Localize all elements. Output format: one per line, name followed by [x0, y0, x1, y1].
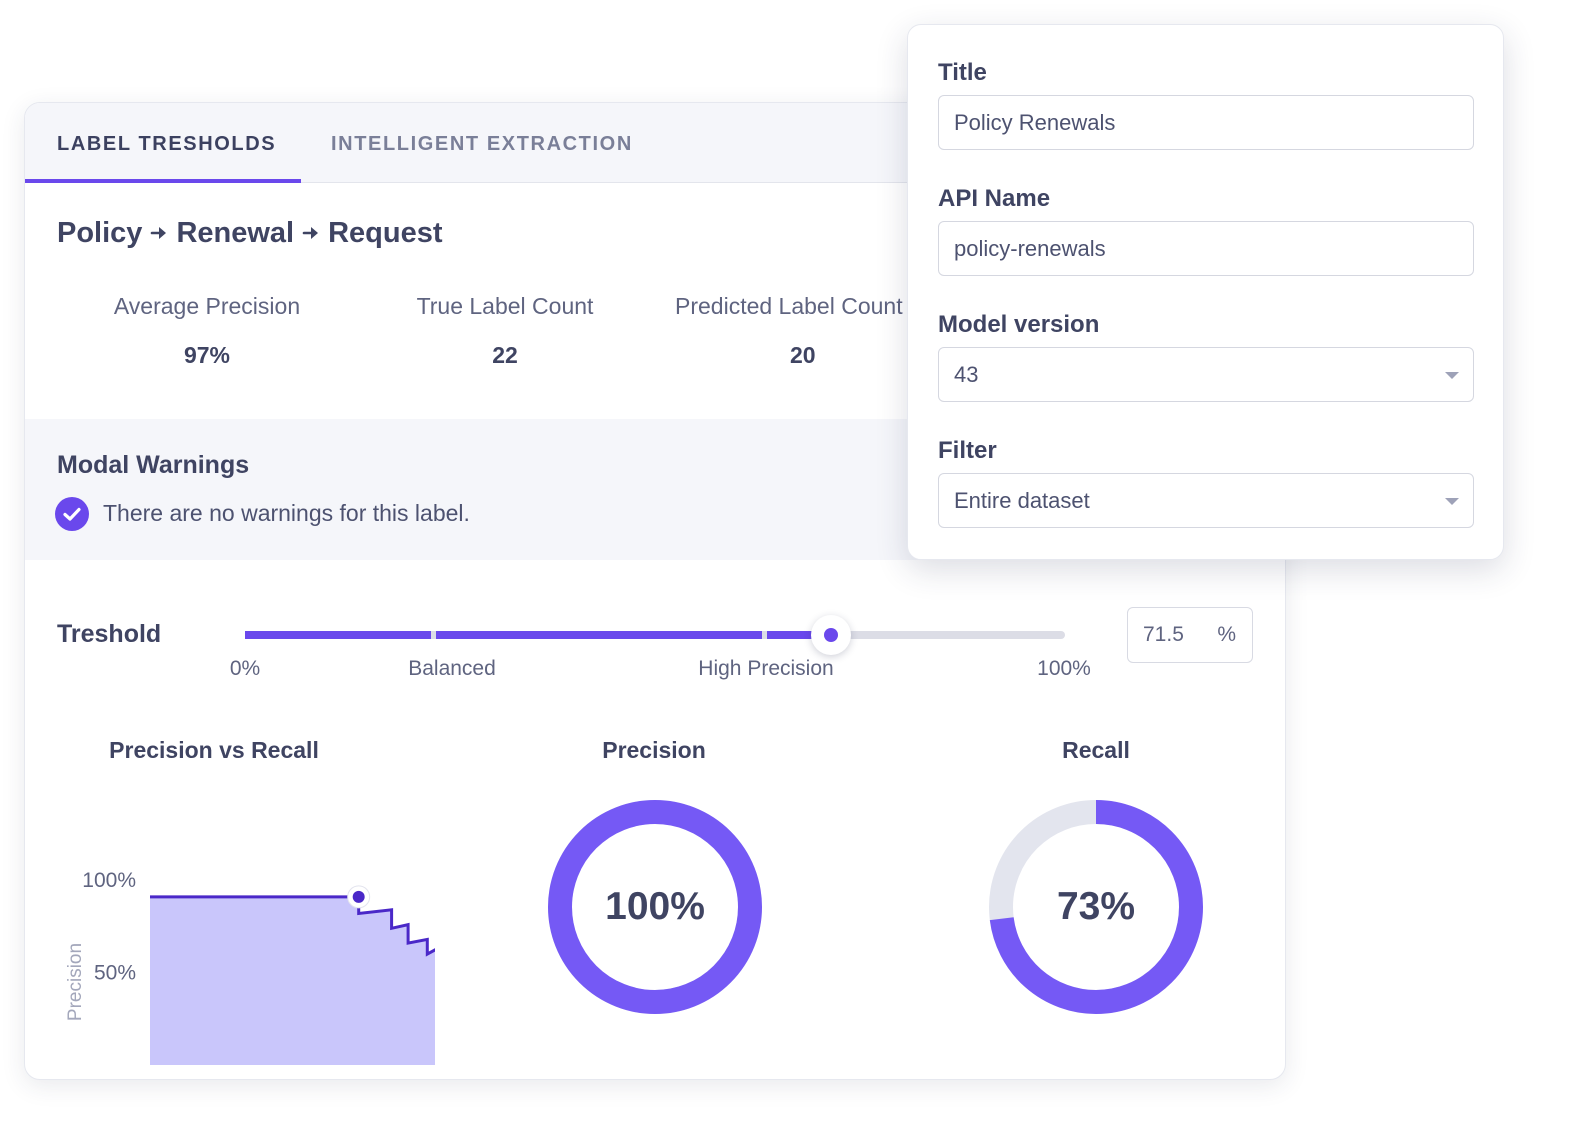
threshold-title: Treshold [57, 620, 162, 648]
stat-true-label-count: True Label Count 22 [385, 293, 625, 369]
tick-label-balanced: Balanced [408, 657, 496, 680]
recall-value: 73% [1056, 885, 1136, 928]
warnings-title: Modal Warnings [57, 451, 250, 479]
precision-donut-arc [548, 800, 762, 1014]
pr-marker [352, 890, 365, 903]
stat-value: 20 [790, 342, 816, 368]
chevron-down-icon[interactable] [1445, 372, 1459, 379]
recall-donut-arc [989, 800, 1203, 1014]
chevron-down-icon[interactable] [1445, 498, 1459, 505]
stat-label: Predicted Label Count [675, 293, 903, 319]
tick-label-100: 100% [1037, 657, 1091, 680]
filter-label: Filter [938, 437, 997, 464]
model-version-value[interactable]: 43 [954, 362, 979, 387]
slider-fill-segment [245, 631, 431, 639]
slider-fill-segment [436, 631, 762, 639]
check-circle-icon [55, 497, 89, 531]
precision-value: 100% [605, 885, 705, 928]
pr-chart-title: Precision vs Recall [109, 737, 319, 763]
stat-value: 22 [492, 342, 518, 368]
slider-fill-segment [767, 631, 831, 639]
slider-handle[interactable] [811, 615, 852, 655]
precision-donut-svg [548, 800, 762, 1014]
filter-value[interactable]: Entire dataset [954, 488, 1090, 513]
api-name-label: API Name [938, 185, 1051, 212]
breadcrumb: Policy Renewal Request [57, 213, 443, 253]
threshold-value[interactable]: 71.5 [1143, 623, 1184, 646]
api-name-input-value[interactable]: policy-renewals [954, 236, 1106, 261]
model-version-label: Model version [938, 311, 1100, 338]
breadcrumb-item-request: Request [328, 216, 443, 249]
title-input-value[interactable]: Policy Renewals [954, 110, 1116, 135]
warnings-message: There are no warnings for this label. [103, 500, 470, 526]
tick-label-high-precision: High Precision [698, 657, 834, 680]
threshold-slider[interactable] [245, 613, 1065, 657]
breadcrumb-item-renewal[interactable]: Renewal [176, 216, 295, 249]
stat-value: 97% [183, 342, 231, 368]
stat-average-precision: Average Precision 97% [87, 293, 327, 369]
filter-select[interactable]: Entire dataset [938, 473, 1474, 528]
threshold-unit: % [1217, 623, 1236, 646]
arrow-right-icon [151, 227, 167, 239]
threshold-input[interactable]: 71.5 % [1127, 607, 1253, 663]
title-label: Title [938, 59, 987, 86]
stat-predicted-label-count: Predicted Label Count 20 [675, 293, 935, 369]
breadcrumb-item-policy[interactable]: Policy [57, 216, 143, 249]
tick-label-0: 0% [229, 657, 261, 680]
y-tick-label: 100% [82, 869, 136, 892]
stat-label: Average Precision [113, 293, 301, 319]
title-input[interactable]: Policy Renewals [938, 95, 1474, 150]
model-version-select[interactable]: 43 [938, 347, 1474, 402]
y-tick-label: 50% [94, 962, 136, 985]
precision-chart-title: Precision [602, 737, 706, 763]
api-name-input[interactable]: policy-renewals [938, 221, 1474, 276]
tab-label-thresholds[interactable]: LABEL TRESHOLDS [25, 103, 301, 183]
recall-donut-svg [989, 800, 1203, 1014]
slider-handle-dot [824, 628, 839, 642]
recall-donut: 73% [988, 799, 1204, 1015]
label-settings-panel: Title Policy Renewals API Name policy-re… [907, 24, 1504, 560]
y-axis-label: Precision [65, 943, 86, 1021]
pr-area [150, 896, 435, 1065]
stat-label: True Label Count [416, 293, 594, 319]
recall-chart-title: Recall [1062, 737, 1130, 763]
arrow-right-icon [302, 227, 319, 239]
precision-donut: 100% [547, 799, 763, 1015]
tab-intelligent-extraction[interactable]: INTELLIGENT EXTRACTION [331, 133, 633, 155]
